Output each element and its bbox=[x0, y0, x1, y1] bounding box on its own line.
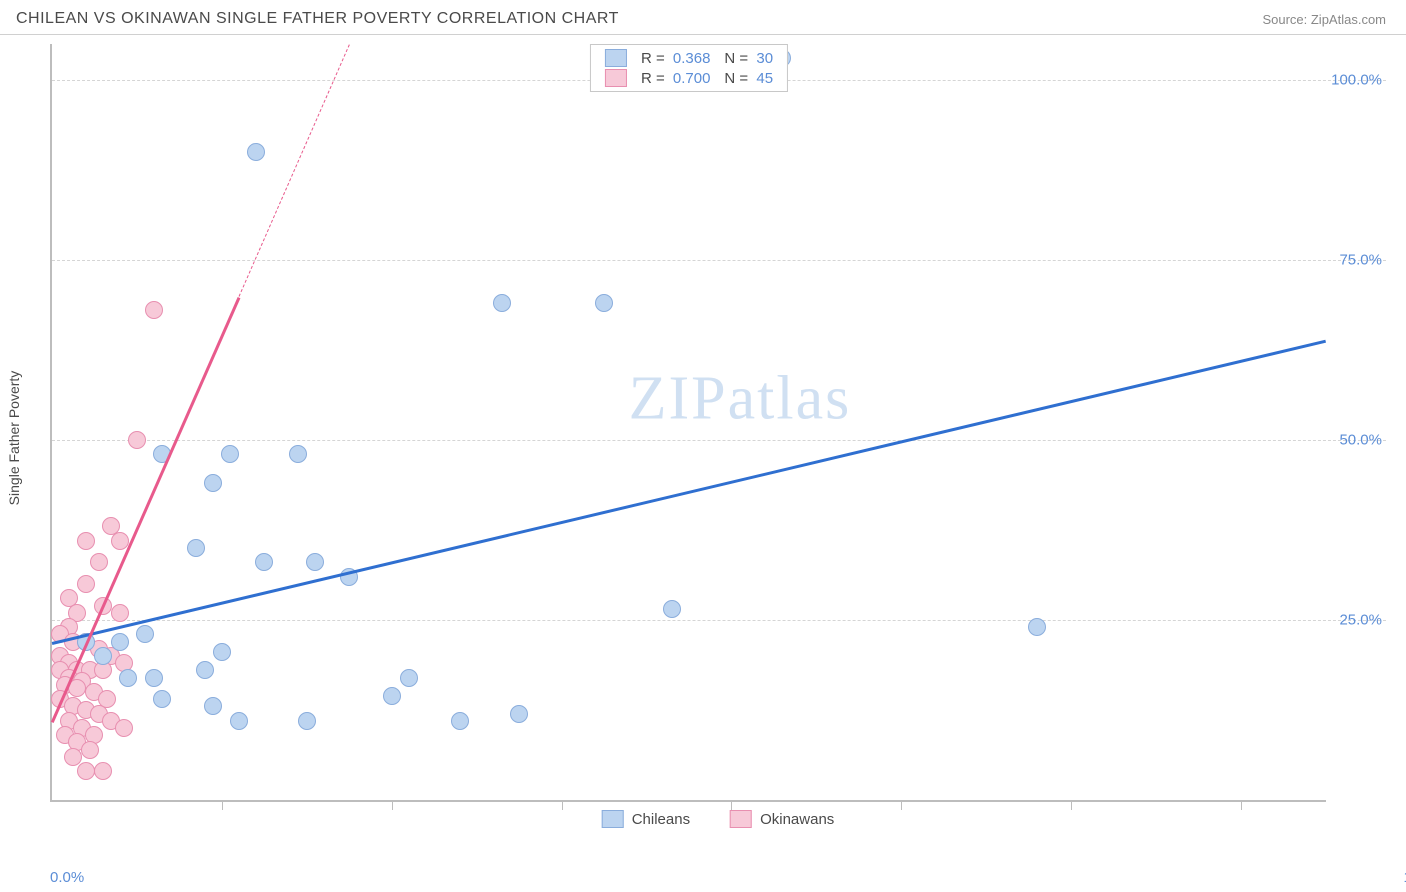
legend-label-okinawans: Okinawans bbox=[760, 811, 834, 828]
data-point bbox=[255, 553, 273, 571]
data-point bbox=[153, 690, 171, 708]
plot-wrap: Single Father Poverty ZIPatlas R = 0.368… bbox=[50, 44, 1386, 832]
data-point bbox=[145, 669, 163, 687]
data-point bbox=[94, 762, 112, 780]
data-point bbox=[115, 719, 133, 737]
n-val-chileans: 30 bbox=[756, 50, 773, 67]
data-point bbox=[204, 697, 222, 715]
data-point bbox=[663, 600, 681, 618]
x-tick bbox=[392, 800, 393, 810]
data-point bbox=[77, 575, 95, 593]
data-point bbox=[493, 294, 511, 312]
data-point bbox=[77, 532, 95, 550]
data-point bbox=[230, 712, 248, 730]
x-tick bbox=[731, 800, 732, 810]
plot-area: ZIPatlas R = 0.368 N = 30 R = 0.700 N = … bbox=[50, 44, 1326, 802]
legend-item-okinawans: Okinawans bbox=[730, 810, 834, 828]
data-point bbox=[68, 679, 86, 697]
data-point bbox=[247, 143, 265, 161]
data-point bbox=[94, 647, 112, 665]
n-val-okinawans: 45 bbox=[756, 70, 773, 87]
x-tick bbox=[222, 800, 223, 810]
x-tick bbox=[1071, 800, 1072, 810]
data-point bbox=[595, 294, 613, 312]
data-point bbox=[383, 687, 401, 705]
data-point bbox=[136, 625, 154, 643]
swatch-okinawans-icon bbox=[730, 810, 752, 828]
data-point bbox=[77, 762, 95, 780]
y-axis-label: Single Father Poverty bbox=[6, 371, 22, 506]
data-point bbox=[196, 661, 214, 679]
data-point bbox=[289, 445, 307, 463]
gridline bbox=[52, 260, 1386, 261]
x-min-label: 0.0% bbox=[50, 869, 84, 886]
chart-source: Source: ZipAtlas.com bbox=[1262, 12, 1386, 27]
data-point bbox=[128, 431, 146, 449]
swatch-okinawans bbox=[605, 69, 627, 87]
y-tick-label: 75.0% bbox=[1339, 252, 1382, 269]
gridline bbox=[52, 620, 1386, 621]
swatch-chileans bbox=[605, 49, 627, 67]
swatch-chileans-icon bbox=[602, 810, 624, 828]
data-point bbox=[204, 474, 222, 492]
series-legend: Chileans Okinawans bbox=[602, 810, 835, 828]
chart-header: CHILEAN VS OKINAWAN SINGLE FATHER POVERT… bbox=[0, 0, 1406, 35]
y-tick-label: 25.0% bbox=[1339, 612, 1382, 629]
data-point bbox=[400, 669, 418, 687]
r-val-okinawans: 0.700 bbox=[673, 70, 711, 87]
data-point bbox=[119, 669, 137, 687]
x-tick bbox=[901, 800, 902, 810]
regression-line bbox=[238, 44, 349, 296]
regression-line bbox=[52, 339, 1327, 644]
data-point bbox=[111, 604, 129, 622]
r-val-chileans: 0.368 bbox=[673, 50, 711, 67]
data-point bbox=[111, 633, 129, 651]
x-axis-labels: 0.0% 15.0% bbox=[50, 869, 1406, 886]
data-point bbox=[306, 553, 324, 571]
data-point bbox=[451, 712, 469, 730]
data-point bbox=[213, 643, 231, 661]
stats-row-okinawans: R = 0.700 N = 45 bbox=[605, 69, 773, 87]
stats-row-chileans: R = 0.368 N = 30 bbox=[605, 49, 773, 67]
data-point bbox=[510, 705, 528, 723]
watermark: ZIPatlas bbox=[629, 364, 852, 435]
data-point bbox=[221, 445, 239, 463]
y-tick-label: 50.0% bbox=[1339, 432, 1382, 449]
stats-legend: R = 0.368 N = 30 R = 0.700 N = 45 bbox=[590, 44, 788, 92]
x-tick bbox=[562, 800, 563, 810]
data-point bbox=[81, 741, 99, 759]
legend-item-chileans: Chileans bbox=[602, 810, 690, 828]
chart-title: CHILEAN VS OKINAWAN SINGLE FATHER POVERT… bbox=[16, 10, 619, 28]
data-point bbox=[187, 539, 205, 557]
data-point bbox=[90, 553, 108, 571]
regression-line bbox=[51, 297, 240, 723]
data-point bbox=[298, 712, 316, 730]
legend-label-chileans: Chileans bbox=[632, 811, 690, 828]
x-tick bbox=[1241, 800, 1242, 810]
gridline bbox=[52, 440, 1386, 441]
data-point bbox=[1028, 618, 1046, 636]
y-tick-label: 100.0% bbox=[1331, 72, 1382, 89]
data-point bbox=[145, 301, 163, 319]
